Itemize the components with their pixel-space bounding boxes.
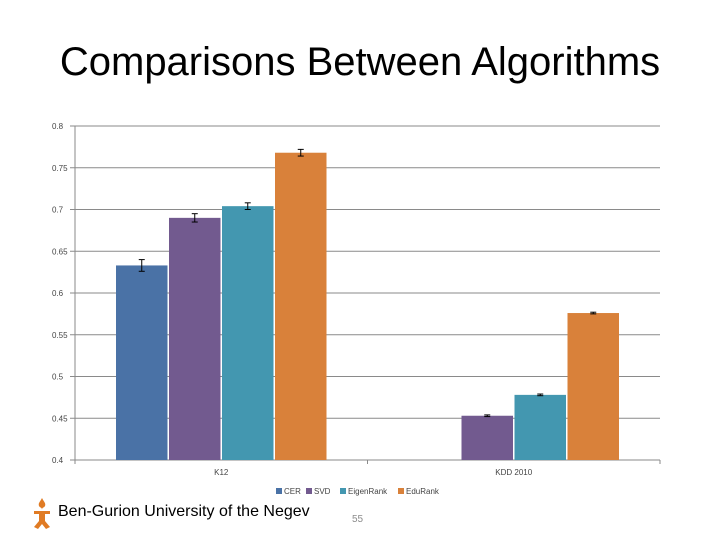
university-logo-icon (34, 498, 50, 529)
y-tick-label: 0.4 (52, 456, 64, 465)
error-bar (138, 259, 145, 272)
x-category-label: K12 (214, 468, 229, 477)
legend-item-cer: CER (276, 487, 301, 496)
y-tick-label: 0.8 (52, 122, 64, 131)
bar-svd-k12 (169, 217, 221, 460)
legend-item-edurank: EduRank (398, 487, 440, 496)
page-number: 55 (352, 514, 364, 525)
error-bar (297, 148, 304, 157)
y-tick-label: 0.65 (52, 247, 68, 256)
error-bar (484, 414, 491, 418)
error-bar (244, 202, 251, 210)
legend-label: EduRank (406, 487, 440, 496)
slide-title: Comparisons Between Algorithms (59, 40, 661, 84)
y-tick-label: 0.75 (52, 164, 68, 173)
legend-swatch (398, 488, 404, 494)
legend-swatch (276, 488, 282, 494)
legend-swatch (306, 488, 312, 494)
bar-svd-kdd-2010 (461, 415, 513, 460)
error-bar (191, 213, 198, 223)
legend-item-eigenrank: EigenRank (340, 487, 388, 496)
y-tick-label: 0.7 (52, 206, 64, 215)
bar-cer-k12 (116, 265, 168, 460)
error-bar (590, 311, 597, 315)
bar-eigenrank-kdd-2010 (514, 394, 566, 460)
bar-eigenrank-k12 (222, 206, 274, 460)
error-bar (537, 393, 544, 397)
y-tick-label: 0.55 (52, 331, 68, 340)
legend-label: CER (284, 487, 301, 496)
footer-university-name: Ben-Gurion University of the Negev (58, 503, 310, 520)
legend-swatch (340, 488, 346, 494)
y-tick-label: 0.45 (52, 414, 68, 423)
y-tick-label: 0.6 (52, 289, 64, 298)
x-category-label: KDD 2010 (495, 468, 532, 477)
legend-label: EigenRank (348, 487, 388, 496)
bar-edurank-k12 (275, 152, 327, 460)
y-tick-label: 0.5 (52, 373, 64, 382)
bar-edurank-kdd-2010 (567, 313, 619, 460)
legend-item-svd: SVD (306, 487, 331, 496)
legend-label: SVD (314, 487, 331, 496)
